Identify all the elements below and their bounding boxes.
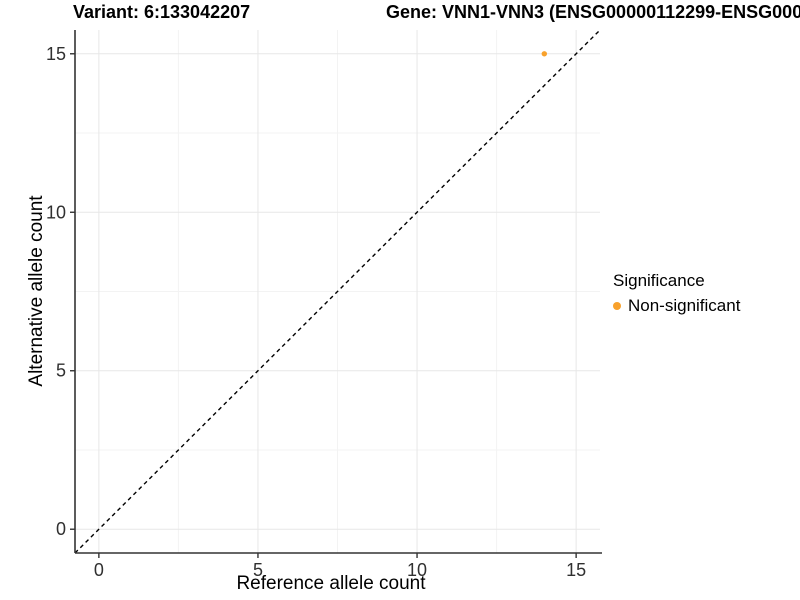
x-axis-title: Reference allele count xyxy=(236,573,426,594)
data-point xyxy=(541,51,548,57)
legend-item-label: Non-significant xyxy=(628,296,741,315)
y-tick-label: 15 xyxy=(46,44,66,64)
identity-dashed-line xyxy=(74,29,601,554)
variant-title: Variant: 6:133042207 xyxy=(73,2,251,22)
y-tick-label: 10 xyxy=(46,202,66,222)
legend-title: Significance xyxy=(613,271,705,290)
x-tick-label: 10 xyxy=(407,560,427,580)
legend: Significance Non-significant xyxy=(613,271,740,316)
x-tick-label: 5 xyxy=(253,560,263,580)
x-tick-label: 0 xyxy=(94,560,104,580)
gene-title: Gene: VNN1-VNN3 (ENSG00000112299-ENSG000 xyxy=(386,2,800,22)
y-axis-title: Alternative allele count xyxy=(26,195,47,387)
legend-point-icon xyxy=(613,302,621,310)
legend-item: Non-significant xyxy=(613,296,740,316)
y-tick-label: 0 xyxy=(56,519,66,539)
x-tick-label: 15 xyxy=(566,560,586,580)
y-tick-label: 5 xyxy=(56,361,66,381)
